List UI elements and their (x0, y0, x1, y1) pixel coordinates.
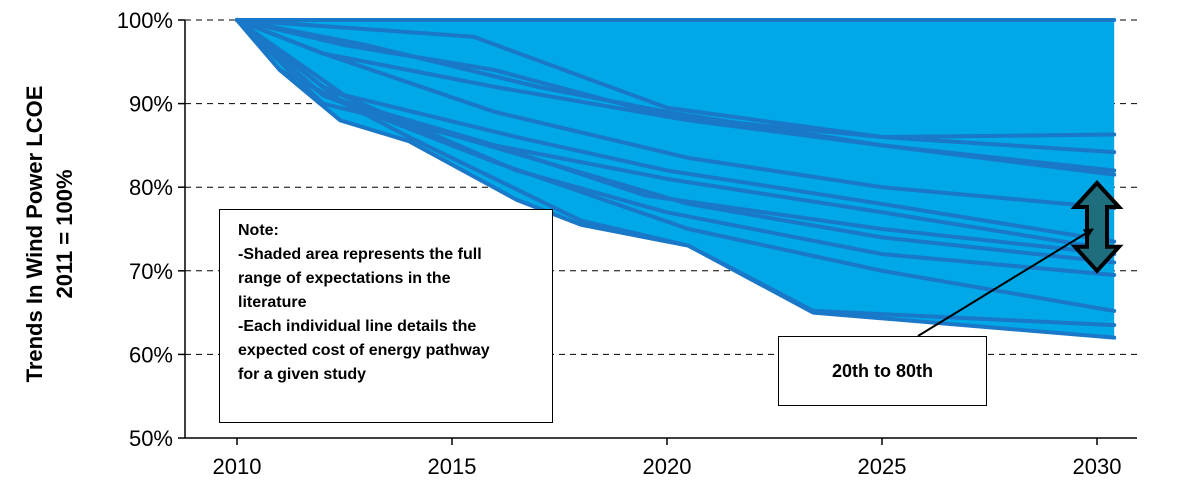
series-line (235, 18, 1117, 211)
y-axis-title: Trends In Wind Power LCOE (22, 86, 47, 383)
series-line (235, 18, 1117, 155)
x-tick-label: 2025 (858, 454, 907, 479)
callout-label: 20th to 80th (831, 360, 933, 381)
y-tick-label: 70% (129, 259, 173, 284)
note-line: -Shaded area represents the full (238, 246, 482, 263)
x-tick-label: 2030 (1073, 454, 1122, 479)
note-line: literature (238, 294, 307, 311)
y-axis-label: Trends In Wind Power LCOE 2011 = 100% (22, 86, 77, 383)
y-tick-label: 100% (117, 8, 173, 33)
y-tick-label: 90% (129, 92, 173, 117)
x-tick-label: 2010 (213, 454, 262, 479)
y-tick-label: 50% (129, 426, 173, 451)
x-tick-label: 2015 (428, 454, 477, 479)
series-line (235, 18, 1117, 340)
note-line: expected cost of energy pathway (238, 342, 490, 359)
series-line (235, 18, 1117, 140)
series-line (235, 18, 1117, 252)
series-line (235, 18, 1117, 244)
note-line: Note: (238, 222, 279, 239)
note-annotation: Note: -Shaded area represents the full r… (219, 209, 553, 423)
note-line: range of expectations in the (238, 270, 451, 287)
note-line: -Each individual line details the (238, 318, 477, 335)
callout-annotation: 20th to 80th (778, 336, 987, 406)
y-tick-label: 60% (129, 342, 173, 367)
note-line: for a given study (238, 366, 367, 383)
y-axis-title: 2011 = 100% (52, 169, 77, 298)
x-tick-label: 2020 (643, 454, 692, 479)
axes (178, 19, 1137, 445)
y-tick-label: 80% (129, 175, 173, 200)
tick-labels: 50% 60% 70% 80% 90% 100% 2010 2015 2020 2025 2030 (117, 8, 1122, 479)
